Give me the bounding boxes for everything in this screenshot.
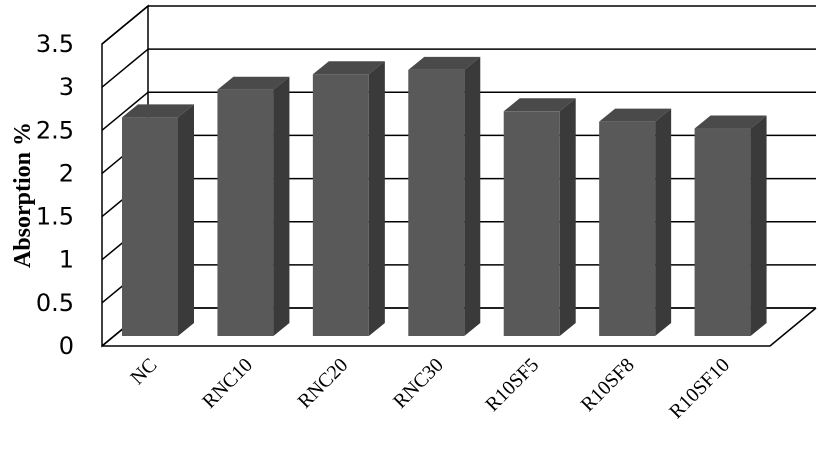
y-axis-label: Absorption % <box>10 122 36 268</box>
x-tick-label: R10SF10 <box>665 354 734 423</box>
bar-side <box>464 56 481 337</box>
bar-front <box>217 89 274 336</box>
bar-top <box>408 56 481 70</box>
bar-front <box>503 111 560 336</box>
bar-side <box>273 76 290 336</box>
x-tick-label: R10SF5 <box>481 354 543 416</box>
x-tick-label: NC <box>126 354 161 389</box>
bar-side <box>368 61 385 336</box>
y-tick-label: 1 <box>59 246 74 274</box>
bar-side <box>750 115 767 336</box>
floor <box>102 307 817 347</box>
gridline-side <box>101 5 149 45</box>
y-tick-label: 2 <box>59 159 74 187</box>
bar-top <box>217 76 290 90</box>
bar-front <box>599 121 656 337</box>
bar <box>312 61 385 336</box>
bar-top <box>694 115 767 129</box>
bar <box>503 98 576 336</box>
bar-side <box>559 98 576 336</box>
y-tick-label: 3 <box>59 73 74 101</box>
bar-front <box>122 117 178 336</box>
y-tick-label: 0.5 <box>36 289 74 317</box>
bar-front <box>312 74 369 336</box>
bar-top <box>599 108 672 122</box>
y-tick-label: 2.5 <box>36 116 74 144</box>
bar <box>408 56 481 337</box>
gridline-side <box>101 48 149 88</box>
x-tick-label: RNC30 <box>389 354 448 413</box>
y-axis-ticks: 0 0.5 1 1.5 2 2.5 3 3.5 <box>36 30 74 360</box>
bar <box>122 104 194 336</box>
gridline-side <box>101 91 149 131</box>
x-axis-ticks: NC RNC10 RNC20 RNC30 R10SF5 R10SF8 R10SF10 <box>126 354 734 423</box>
y-tick-label: 0 <box>59 332 74 360</box>
x-tick-label: RNC20 <box>294 354 353 413</box>
bar-top <box>122 104 194 118</box>
x-tick-label: RNC10 <box>198 354 257 413</box>
bar-top <box>503 98 576 112</box>
x-tick-label: R10SF8 <box>577 354 639 416</box>
bar-front <box>408 69 465 336</box>
bar <box>217 76 290 336</box>
y-tick-label: 1.5 <box>36 203 74 231</box>
bar <box>694 115 767 336</box>
bars <box>122 56 767 337</box>
y-tick-label: 3.5 <box>36 30 74 58</box>
bar <box>599 108 672 337</box>
bar-front <box>694 128 751 336</box>
bar-side <box>655 108 672 337</box>
bar-side <box>178 104 194 336</box>
bar-top <box>312 61 385 75</box>
